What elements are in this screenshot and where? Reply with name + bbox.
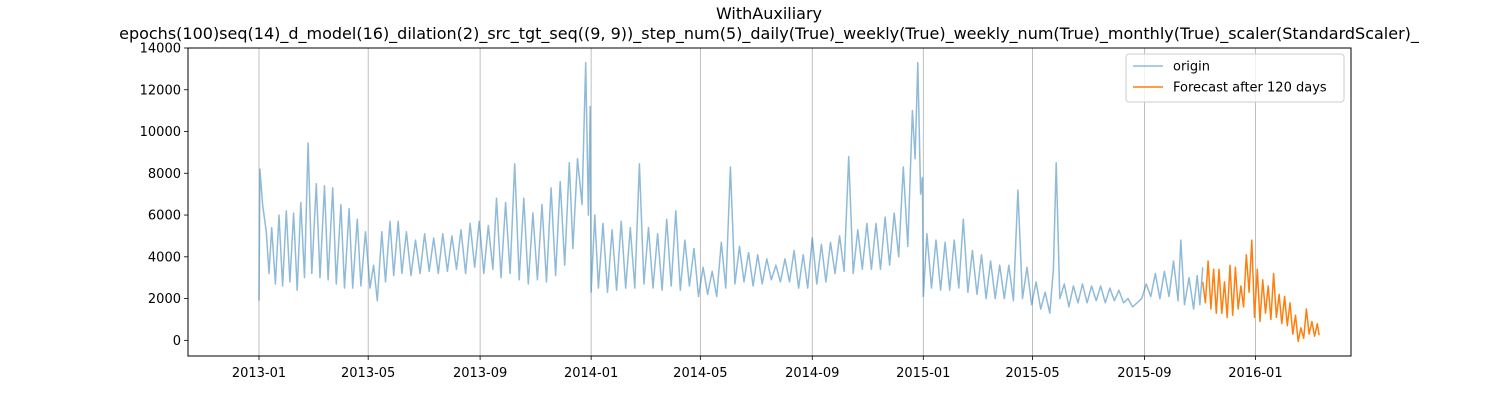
series-line-origin <box>258 61 1204 314</box>
y-tick-label: 14000 <box>140 42 181 57</box>
x-tick-label: 2015-01 <box>896 366 950 381</box>
legend-label: Forecast after 120 days <box>1173 81 1327 96</box>
x-tick-label: 2014-05 <box>673 366 727 381</box>
x-tick-label: 2014-01 <box>564 366 618 381</box>
x-tick-label: 2013-05 <box>341 366 395 381</box>
x-tick-label: 2013-01 <box>232 366 286 381</box>
y-axis: 0 2000 4000 6000 8000 10000 12000 14000 <box>140 42 188 349</box>
x-axis: 2013-01 2013-05 2013-09 2014-01 2014-05 2014-… <box>232 356 1283 381</box>
y-tick-label: 6000 <box>148 209 181 224</box>
x-tick-label: 2016-01 <box>1228 366 1282 381</box>
series-lines <box>258 61 1320 343</box>
y-tick-label: 8000 <box>148 167 181 182</box>
y-tick-label: 2000 <box>148 292 181 307</box>
x-tick-label: 2015-09 <box>1117 366 1171 381</box>
legend-label: origin <box>1173 60 1210 75</box>
chart-subtitle: epochs(100)seq(14)_d_model(16)_dilation(… <box>119 24 1420 44</box>
x-gridlines <box>258 48 1256 356</box>
chart-title: WithAuxiliary <box>716 4 822 23</box>
y-tick-label: 10000 <box>140 125 181 140</box>
x-tick-label: 2015-05 <box>1005 366 1059 381</box>
x-tick-label: 2014-09 <box>785 366 839 381</box>
y-tick-label: 4000 <box>148 250 181 265</box>
y-tick-label: 0 <box>173 334 181 349</box>
series-line-forecast <box>1201 239 1320 343</box>
x-tick-label: 2013-09 <box>453 366 507 381</box>
legend-box <box>1125 53 1345 103</box>
legend: origin Forecast after 120 days <box>1125 53 1345 103</box>
plot-frame <box>187 47 1352 357</box>
y-tick-label: 12000 <box>140 83 181 98</box>
